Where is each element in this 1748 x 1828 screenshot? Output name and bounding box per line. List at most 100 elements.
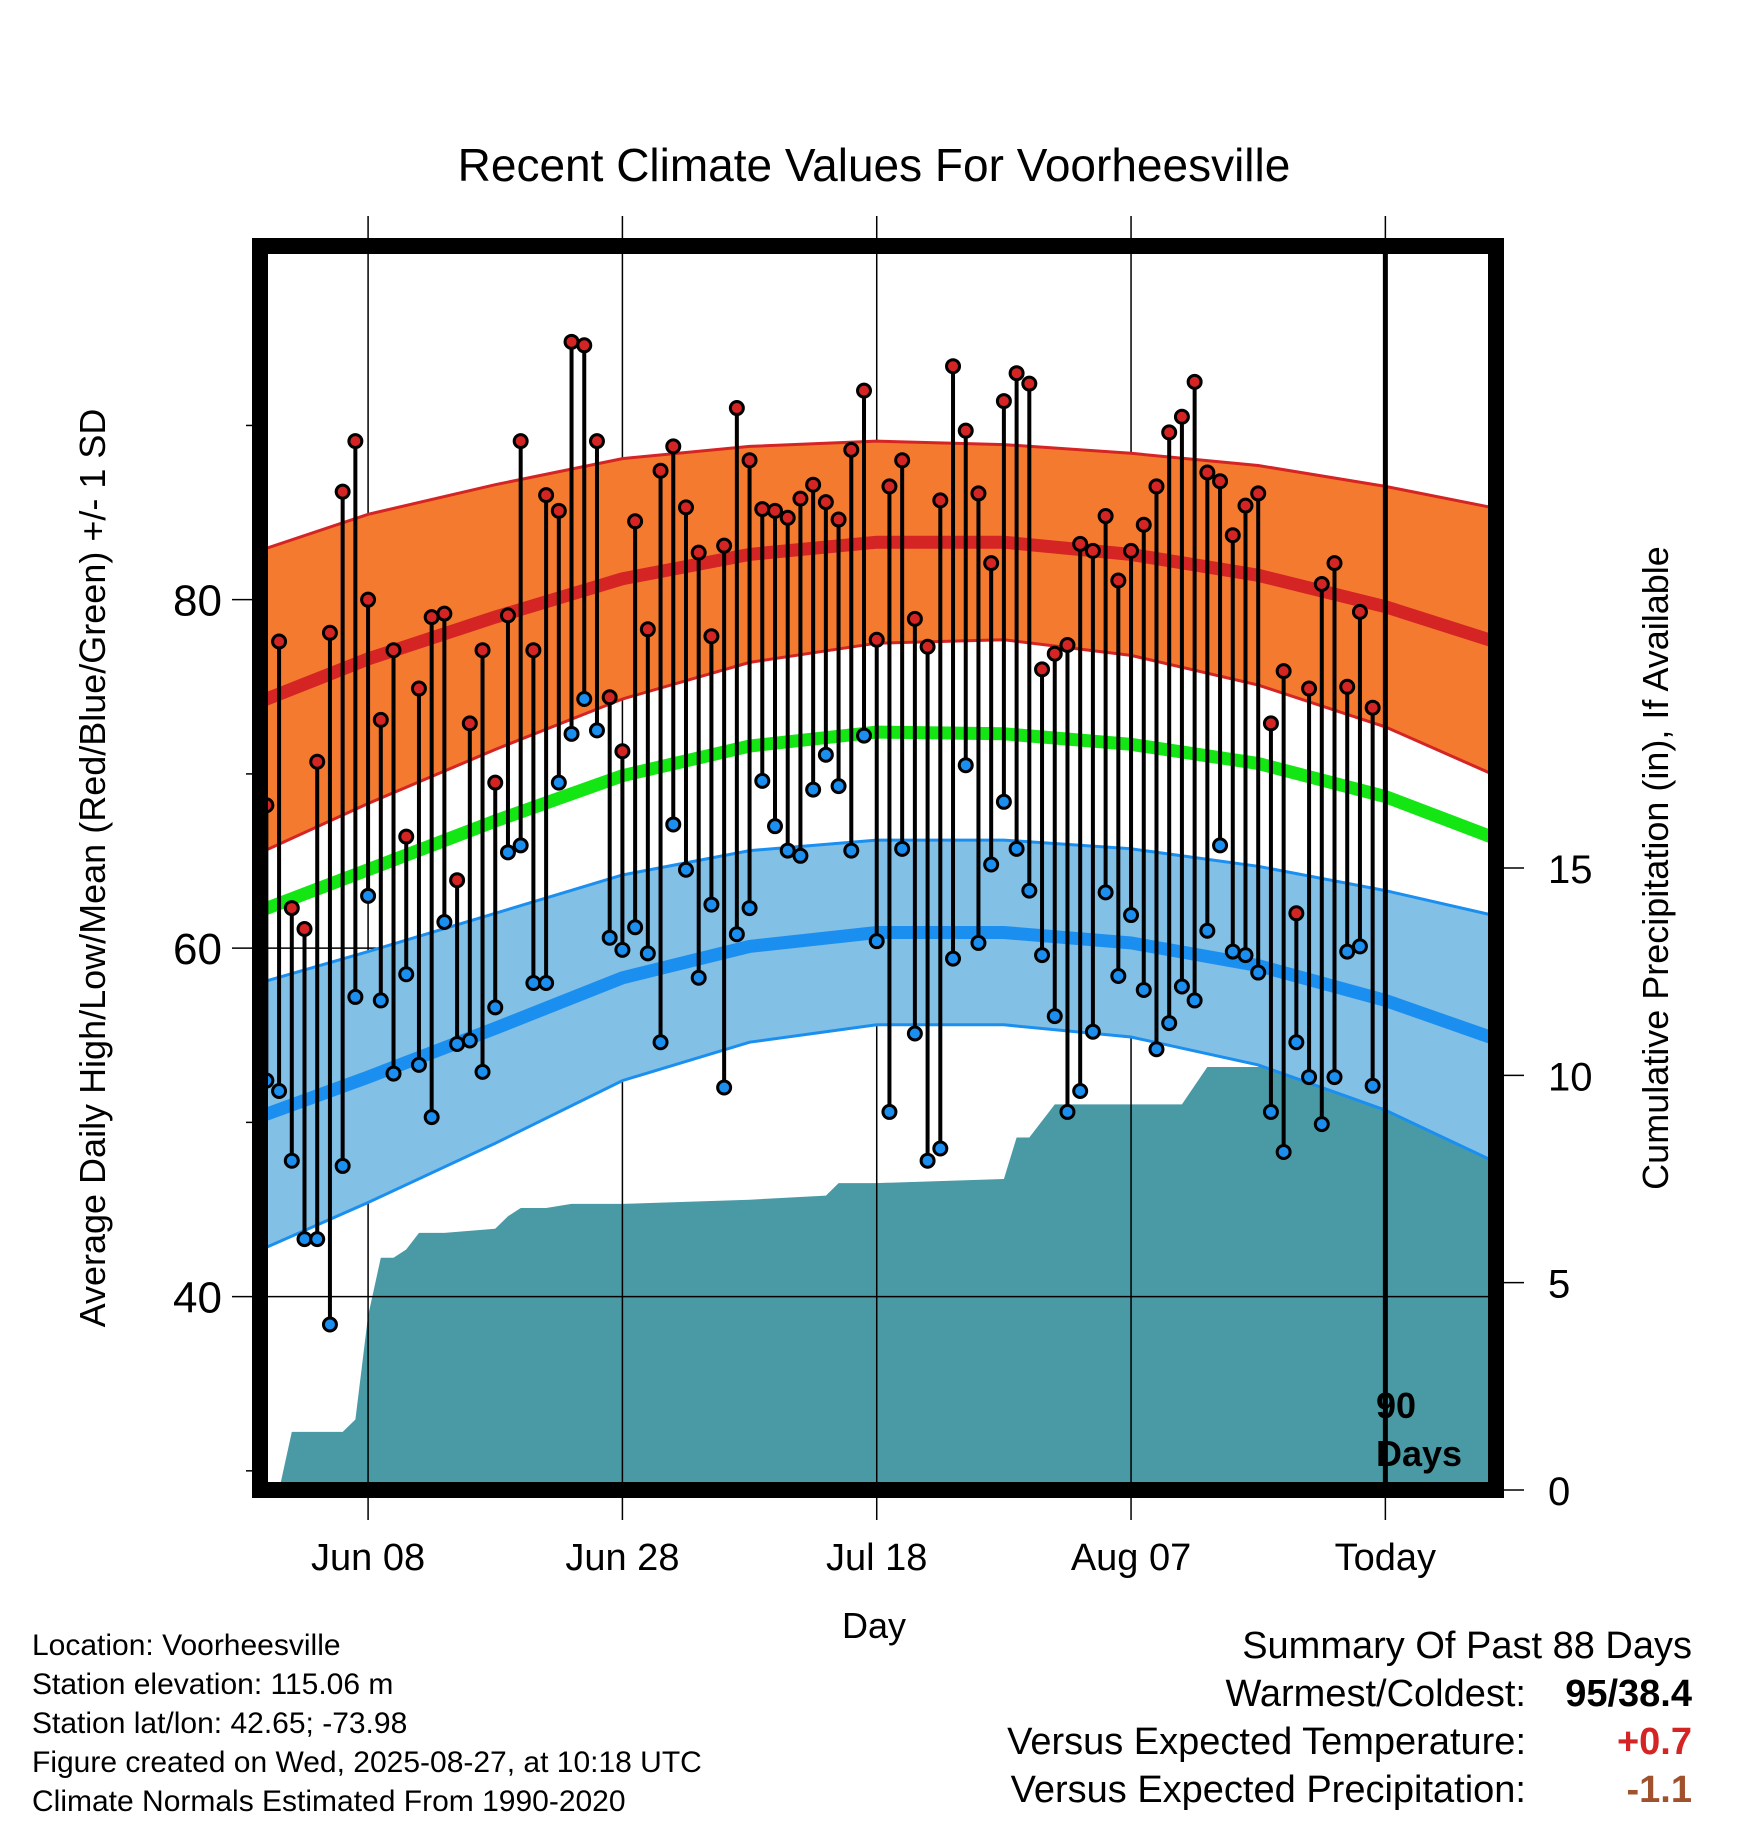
info-normals: Climate Normals Estimated From 1990-2020: [32, 1785, 626, 1818]
daily-low-point: [321, 1316, 338, 1333]
daily-low-point: [1161, 1015, 1178, 1032]
daily-high-point: [919, 638, 936, 655]
y-right-tick-label: 0: [1548, 1470, 1570, 1514]
daily-high-point: [728, 400, 745, 417]
daily-high-point: [995, 393, 1012, 410]
daily-high-point: [601, 689, 618, 706]
daily-high-point: [1059, 636, 1076, 653]
daily-low-point: [1224, 943, 1241, 960]
daily-low-point: [410, 1056, 427, 1073]
daily-high-point: [576, 337, 593, 354]
daily-high-point: [449, 872, 466, 889]
daily-high-point: [588, 433, 605, 450]
y-axis-left-label: Average Daily High/Low/Mean (Red/Blue/Gr…: [72, 409, 113, 1328]
daily-high-point: [538, 487, 555, 504]
daily-low-point: [690, 969, 707, 986]
info-created: Figure created on Wed, 2025-08-27, at 10…: [32, 1746, 702, 1779]
x-tick-label: Today: [1335, 1537, 1436, 1579]
daily-low-point: [296, 1231, 313, 1248]
today-days-word: Days: [1376, 1433, 1462, 1474]
daily-high-point: [525, 642, 542, 659]
daily-low-point: [1148, 1041, 1165, 1058]
daily-high-point: [487, 774, 504, 791]
daily-high-point: [945, 358, 962, 375]
daily-low-point: [1313, 1116, 1330, 1133]
info-location: Location: Voorheesville: [32, 1629, 341, 1662]
low-sd-band: [266, 838, 1490, 1250]
info-elevation: Station elevation: 115.06 m: [32, 1668, 394, 1701]
daily-high-point: [436, 605, 453, 622]
daily-high-point: [779, 509, 796, 526]
daily-high-point: [805, 476, 822, 493]
daily-high-point: [1250, 485, 1267, 502]
daily-low-point: [1059, 1103, 1076, 1120]
daily-low-point: [550, 774, 567, 791]
daily-low-point: [271, 1083, 288, 1100]
daily-high-point: [1021, 375, 1038, 392]
daily-low-point: [728, 926, 745, 943]
daily-low-point: [538, 974, 555, 991]
daily-low-point: [957, 757, 974, 774]
daily-low-point: [767, 818, 783, 835]
daily-high-point: [970, 485, 987, 502]
temp-departure-label: Versus Expected Temperature:: [1007, 1720, 1526, 1763]
daily-low-point: [385, 1065, 402, 1082]
daily-high-point: [271, 633, 288, 650]
daily-high-point: [1212, 473, 1229, 490]
daily-low-point: [487, 999, 504, 1016]
daily-high-point: [398, 828, 415, 845]
daily-low-point: [283, 1152, 300, 1169]
daily-low-point: [932, 1140, 949, 1157]
y-right-tick-label: 15: [1548, 848, 1593, 892]
daily-low-point: [372, 992, 389, 1009]
daily-low-point: [639, 945, 656, 962]
daily-high-point: [690, 544, 707, 561]
daily-high-point: [563, 333, 580, 350]
daily-low-point: [906, 1025, 923, 1042]
daily-high-point: [512, 433, 529, 450]
daily-low-point: [868, 933, 885, 950]
daily-low-point: [652, 1034, 669, 1051]
daily-high-point: [817, 494, 834, 511]
daily-high-point: [1301, 680, 1318, 697]
warmest-coldest-value: 95/38.4: [1565, 1672, 1692, 1715]
daily-low-point: [347, 988, 364, 1005]
daily-low-point: [805, 781, 822, 798]
daily-low-point: [588, 722, 605, 739]
daily-low-point: [474, 1063, 491, 1080]
daily-low-point: [423, 1109, 440, 1126]
daily-low-point: [1364, 1077, 1381, 1094]
daily-high-point: [372, 711, 389, 728]
daily-high-point: [550, 502, 567, 519]
daily-low-point: [1237, 947, 1254, 964]
daily-high-point: [792, 490, 809, 507]
daily-low-point: [830, 778, 847, 795]
daily-high-point: [881, 478, 898, 495]
daily-low-point: [1097, 884, 1114, 901]
daily-high-point: [754, 501, 771, 518]
daily-low-point: [1034, 947, 1051, 964]
daily-low-point: [856, 727, 873, 744]
daily-low-point: [703, 896, 720, 913]
daily-high-point: [1097, 508, 1114, 525]
daily-high-point: [360, 591, 377, 608]
daily-low-point: [563, 725, 580, 742]
plot-frame: [252, 238, 1504, 1498]
daily-high-point: [385, 642, 402, 659]
daily-low-point: [461, 1032, 478, 1049]
daily-high-point: [321, 624, 338, 641]
x-tick-label: Jun 08: [311, 1537, 425, 1579]
daily-high-point: [703, 628, 720, 645]
daily-low-point: [1123, 907, 1140, 924]
daily-low-point: [665, 816, 682, 833]
y-axis-right-label: Cumulative Precipitation (in), If Availa…: [1635, 546, 1676, 1190]
daily-high-point: [1110, 572, 1127, 589]
daily-low-point: [1351, 938, 1368, 955]
daily-low-point: [779, 842, 796, 859]
daily-high-point: [499, 607, 516, 624]
daily-low-point: [1021, 882, 1038, 899]
daily-high-point: [1351, 603, 1368, 620]
daily-high-point: [741, 452, 758, 469]
daily-high-point: [347, 433, 364, 450]
daily-high-point: [1008, 365, 1025, 382]
